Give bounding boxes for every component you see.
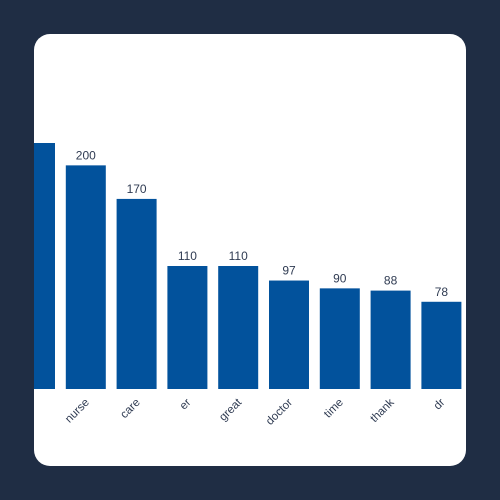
tick-label-er: er bbox=[178, 397, 194, 413]
bar-time bbox=[319, 288, 360, 389]
value-label: 78 bbox=[435, 285, 449, 299]
value-label: 110 bbox=[229, 249, 248, 263]
bar-chart: 200 nurse 170 care 110 er 110 great 97 doctor 90 ti… bbox=[34, 143, 466, 432]
bar-dr bbox=[421, 301, 462, 389]
bar-er bbox=[167, 266, 208, 389]
value-label: 110 bbox=[178, 249, 197, 263]
tick-label-thank: thank bbox=[368, 396, 397, 425]
tick-label-dr: dr bbox=[432, 397, 448, 413]
bar-clipped bbox=[34, 143, 55, 389]
tick-label-experie: experie bbox=[463, 397, 466, 432]
tick-label-care: care bbox=[118, 397, 142, 421]
chart-card: 200 nurse 170 care 110 er 110 great 97 doctor 90 ti… bbox=[34, 34, 466, 466]
bar-nurse bbox=[65, 165, 106, 389]
tick-label-great: great bbox=[217, 396, 245, 424]
bar-care bbox=[116, 198, 157, 389]
value-label: 97 bbox=[282, 264, 296, 278]
value-label: 88 bbox=[384, 274, 398, 288]
tick-label-nurse: nurse bbox=[63, 397, 92, 426]
bar-doctor bbox=[269, 280, 309, 389]
value-label: 170 bbox=[127, 182, 147, 196]
bar-great bbox=[218, 266, 259, 389]
value-label: 90 bbox=[333, 271, 347, 285]
tick-label-time: time bbox=[322, 397, 346, 421]
tick-label-doctor: doctor bbox=[264, 397, 295, 428]
bar-thank bbox=[370, 290, 411, 389]
value-label: 200 bbox=[76, 148, 96, 162]
